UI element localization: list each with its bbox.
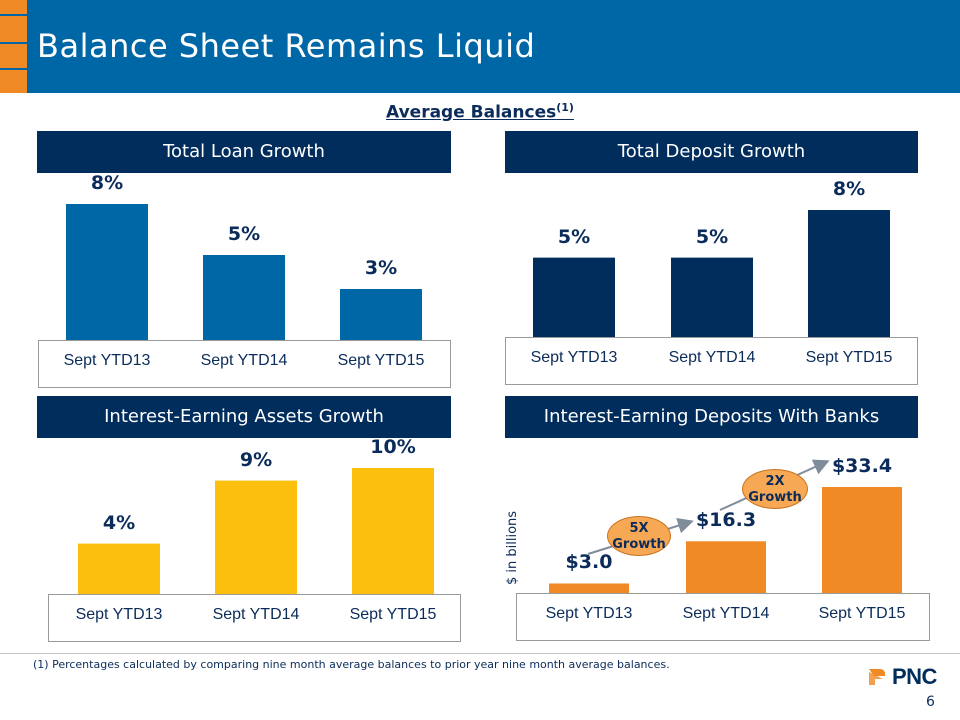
value-label-banks-0: $3.0 (565, 551, 613, 574)
bar-banks-0 (549, 583, 629, 593)
value-label-loan-1: 5% (227, 223, 261, 245)
value-label-deposit-2: 8% (832, 178, 866, 200)
value-label-deposit-0: 5% (557, 225, 591, 248)
value-label-loan-2: 3% (364, 257, 398, 279)
bar-loan-0 (66, 204, 148, 340)
value-label-assets-0: 4% (102, 511, 136, 534)
category-axis-deposit (505, 337, 918, 385)
category-label-loan-2: Sept YTD15 (337, 352, 425, 369)
value-label-assets-1: 9% (239, 448, 273, 471)
section-subtitle: Average Balances(1) (386, 101, 574, 123)
category-label-deposit-0: Sept YTD13 (530, 349, 618, 366)
bar-deposit-0 (533, 257, 615, 337)
bar-loan-1 (203, 255, 285, 340)
bar-loan-2 (340, 289, 422, 340)
value-label-deposit-1: 5% (695, 225, 729, 248)
growth-badge-5x: 5X Growth (607, 516, 671, 556)
category-label-banks-1: Sept YTD14 (682, 605, 770, 622)
growth-badge-2x: 2X Growth (742, 469, 808, 509)
bar-assets-2 (352, 468, 434, 594)
footer-divider (0, 653, 960, 654)
bar-assets-0 (78, 543, 160, 594)
bar-deposit-1 (671, 257, 753, 337)
pnc-logo-icon (869, 669, 885, 685)
category-label-assets-1: Sept YTD14 (212, 606, 300, 623)
bar-deposit-2 (808, 210, 890, 337)
panel-title-deposit-growth: Total Deposit Growth (505, 131, 918, 173)
category-axis-loan (38, 340, 451, 388)
category-label-deposit-1: Sept YTD14 (668, 349, 756, 366)
category-label-loan-0: Sept YTD13 (63, 352, 151, 369)
value-label-banks-1: $16.3 (695, 509, 757, 532)
accent-stripes (0, 0, 27, 93)
value-label-loan-0: 8% (90, 172, 124, 194)
category-label-assets-2: Sept YTD15 (349, 606, 437, 623)
category-label-banks-2: Sept YTD15 (818, 605, 906, 622)
footnote: (1) Percentages calculated by comparing … (33, 658, 670, 671)
panel-title-assets-growth: Interest-Earning Assets Growth (37, 396, 451, 438)
panel-title-loan-growth: Total Loan Growth (37, 131, 451, 173)
page-title: Balance Sheet Remains Liquid (37, 27, 536, 65)
bar-banks-1 (686, 541, 766, 593)
panel-title-banks-deposits: Interest-Earning Deposits With Banks (505, 396, 918, 438)
category-label-loan-1: Sept YTD14 (200, 352, 288, 369)
value-label-banks-2: $33.4 (831, 455, 893, 477)
category-axis-assets (48, 594, 461, 642)
bar-assets-1 (215, 480, 297, 594)
category-label-banks-0: Sept YTD13 (545, 605, 633, 622)
value-label-assets-2: 10% (370, 436, 416, 458)
category-axis-banks (516, 593, 930, 641)
category-label-assets-0: Sept YTD13 (75, 606, 163, 623)
header-bar: Balance Sheet Remains Liquid (0, 0, 960, 93)
page-number: 6 (926, 694, 935, 710)
category-label-deposit-2: Sept YTD15 (805, 349, 893, 366)
pnc-logo: PNC (866, 664, 937, 690)
bar-banks-2 (822, 487, 902, 593)
